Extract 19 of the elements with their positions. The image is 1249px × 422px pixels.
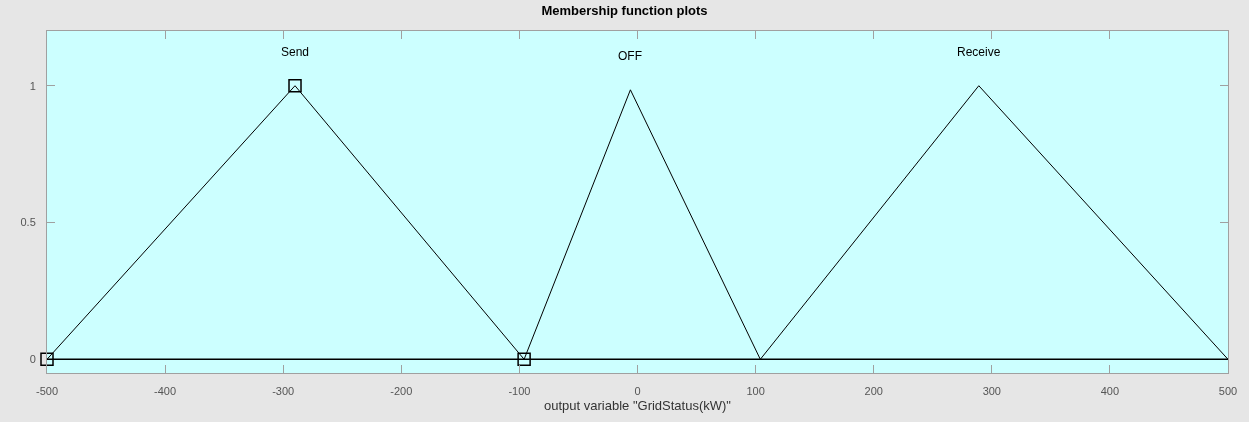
x-tick-label: -100 <box>508 385 531 398</box>
x-axis-title: output variable "GridStatus(kW)" <box>544 397 732 413</box>
x-tick-label: -500 <box>35 385 59 398</box>
x-tick-label: 300 <box>982 385 1001 398</box>
y-tick-label: 0 <box>29 353 36 366</box>
series-label: Send <box>281 45 310 59</box>
x-tick-label: 500 <box>1218 385 1238 398</box>
x-tick-label: -400 <box>154 385 177 398</box>
x-tick-label: 200 <box>864 385 883 398</box>
y-tick-label: 0.5 <box>20 216 36 229</box>
text: Receive <box>957 45 1001 59</box>
x-tick-label: -200 <box>390 385 413 398</box>
y-tick-label: 1 <box>29 79 36 92</box>
x-tick-label: 400 <box>1100 385 1120 398</box>
x-tick-label: 100 <box>746 385 765 398</box>
x-tick-label: 0 <box>634 385 641 398</box>
text: OFF <box>618 49 642 63</box>
chart-title: Membership function plots <box>541 3 708 19</box>
x-tick-label: -300 <box>272 385 295 398</box>
